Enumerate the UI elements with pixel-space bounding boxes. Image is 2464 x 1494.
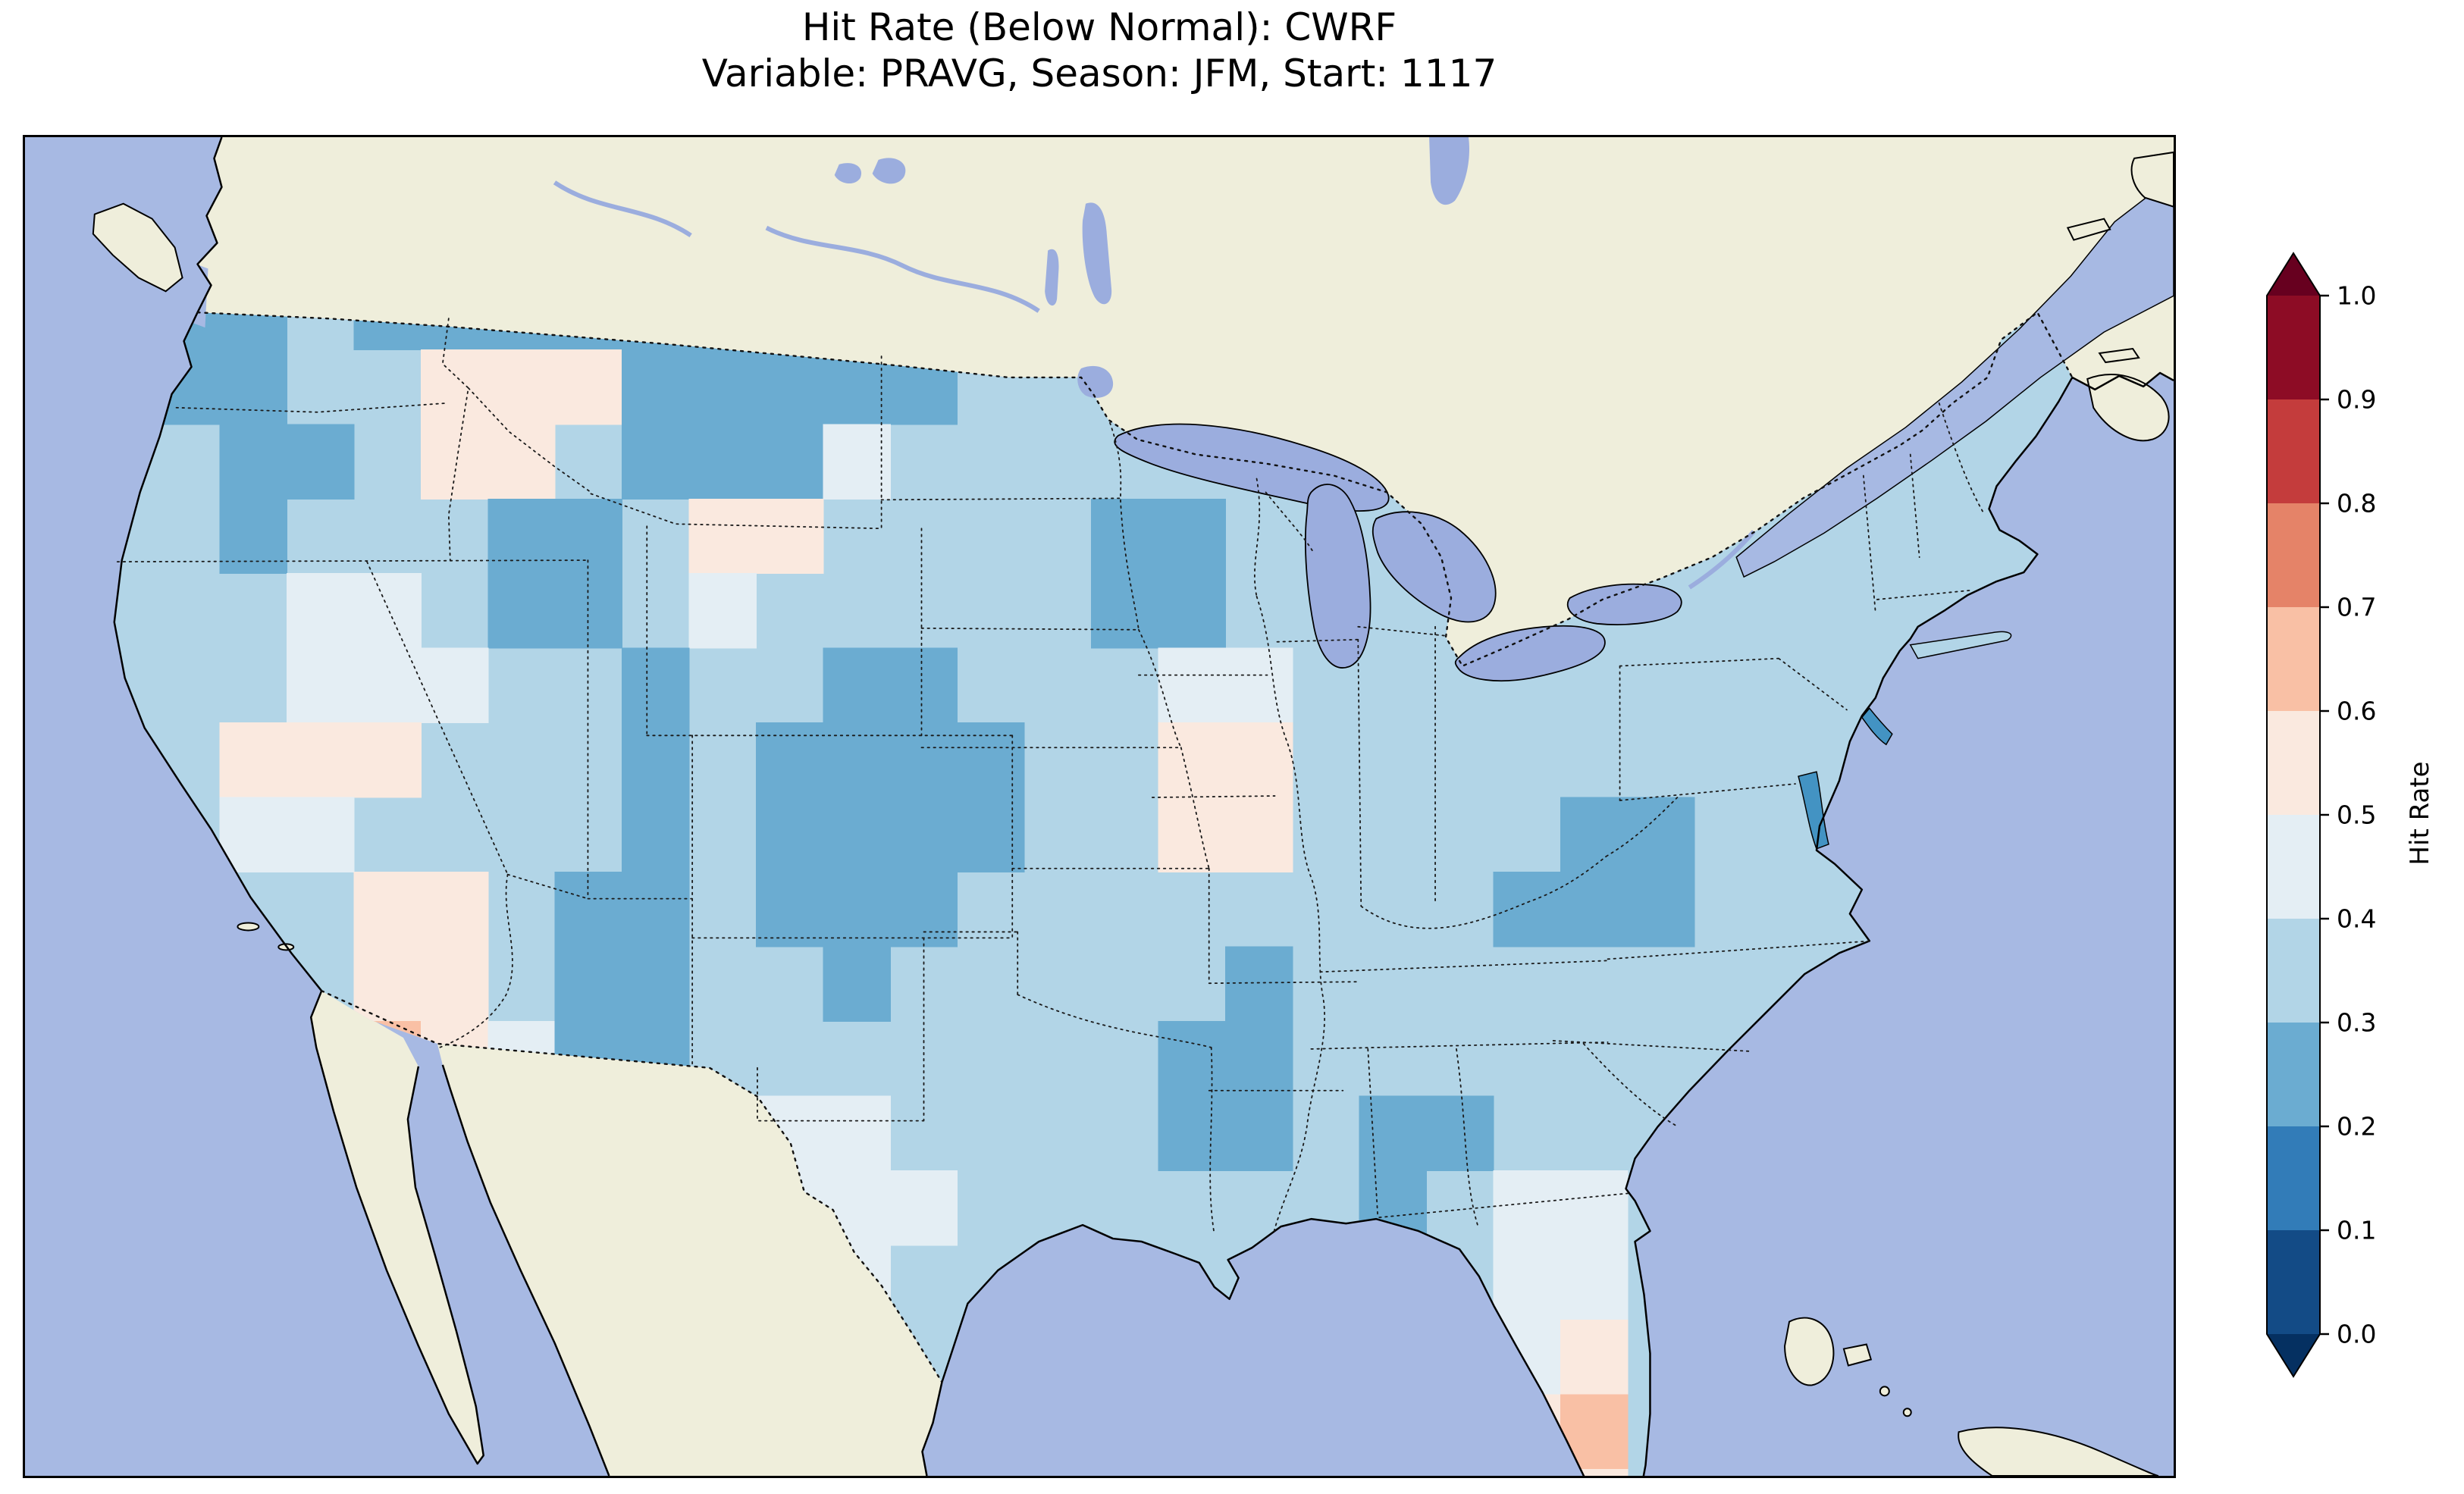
great-lakes [1114, 423, 1682, 682]
state-borders [116, 318, 1984, 1235]
vancouver-island [92, 202, 183, 293]
nova-scotia [2086, 374, 2170, 442]
us-map [25, 137, 2174, 1476]
svg-text:0.1: 0.1 [2337, 1216, 2376, 1245]
st-lawrence-water [1735, 175, 2174, 578]
lake-huron [1372, 511, 1497, 623]
colorbar: 1.0 0.9 0.8 0.7 0.6 0.5 0.4 0.3 0.2 0.1 0.0 [2237, 250, 2464, 1402]
islands [92, 151, 2174, 1476]
cuba [1958, 1427, 2159, 1476]
prince-edward-island [2098, 347, 2140, 364]
lake-michigan [1305, 484, 1372, 669]
map-axes [23, 135, 2176, 1478]
newfoundland [2130, 151, 2174, 208]
title-line2: Variable: PRAVG, Season: JFM, Start: 111… [701, 52, 1497, 96]
mexico-land [437, 1043, 942, 1476]
colorbar-label: Hit Rate [2405, 761, 2435, 866]
canadian-rivers [553, 180, 1756, 590]
bahamas-cay2 [1902, 1408, 1912, 1417]
national-borders [196, 311, 2074, 1383]
channel-island1 [237, 922, 260, 932]
baja-california [311, 991, 484, 1464]
svg-text:0.7: 0.7 [2337, 593, 2376, 622]
bahamas-small [1842, 1343, 1873, 1367]
bahamas-andros [1784, 1317, 1835, 1386]
svg-text:0.2: 0.2 [2337, 1112, 2376, 1142]
bahamas-cay1 [1879, 1386, 1890, 1397]
lake-ontario [1566, 583, 1682, 625]
chesapeake-delaware-bays [1798, 707, 1893, 850]
puget-sound [193, 264, 208, 328]
colorbar-svg: 1.0 0.9 0.8 0.7 0.6 0.5 0.4 0.3 0.2 0.1 0.0 [2266, 252, 2376, 1378]
lake-erie [1454, 625, 1606, 682]
svg-text:1.0: 1.0 [2337, 281, 2376, 311]
coastlines [113, 137, 2174, 1476]
canada-land [197, 137, 2174, 666]
canadian-lakes [834, 137, 1469, 398]
svg-text:0.3: 0.3 [2337, 1008, 2376, 1038]
figure-title: Hit Rate (Below Normal): CWRF Variable: … [23, 5, 2176, 97]
svg-text:0.5: 0.5 [2337, 800, 2376, 830]
long-island [1909, 631, 2012, 659]
anticosti-island [2066, 218, 2111, 241]
svg-text:0.0: 0.0 [2337, 1320, 2376, 1349]
svg-text:0.8: 0.8 [2337, 489, 2376, 518]
svg-text:0.9: 0.9 [2337, 385, 2376, 415]
title-line1: Hit Rate (Below Normal): CWRF [801, 5, 1397, 49]
svg-text:0.4: 0.4 [2337, 904, 2376, 934]
svg-text:0.6: 0.6 [2337, 697, 2376, 726]
